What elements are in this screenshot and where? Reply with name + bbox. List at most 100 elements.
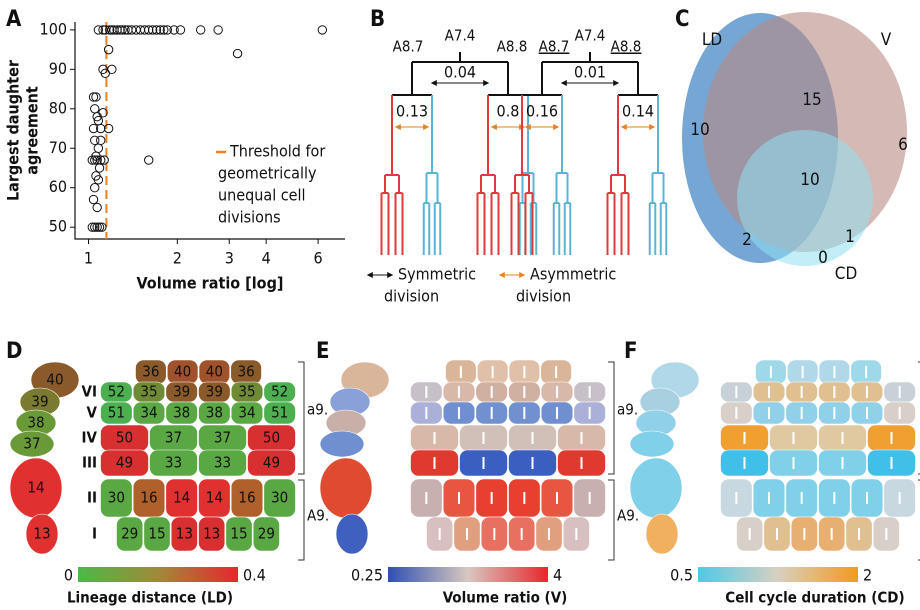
node-label: A7.4 (445, 27, 476, 45)
y-tick-label: 100 (40, 19, 67, 38)
cell (149, 449, 198, 477)
cell-label: 35 (238, 383, 255, 401)
legend-text: division (516, 287, 571, 306)
tree-top (541, 52, 639, 95)
row-label: I (92, 525, 97, 543)
cell (198, 401, 231, 425)
point (98, 108, 108, 118)
cell-label: 50 (263, 429, 280, 447)
cell-label: 38 (173, 404, 190, 422)
panel-label: D (6, 339, 22, 364)
node-label: A8.7 (393, 38, 424, 56)
point (103, 123, 114, 134)
cell-label: 51 (271, 404, 288, 422)
cell-label: 37 (165, 429, 182, 447)
panel-label: B (370, 7, 385, 32)
distance: 0.04 (444, 63, 476, 82)
scale-max: 4 (553, 566, 562, 585)
region-count: 10 (690, 120, 709, 140)
cell (143, 516, 171, 552)
scale-label: Lineage distance (LD) (67, 589, 233, 607)
point (213, 25, 223, 35)
cell-label: 13 (203, 525, 220, 543)
branch (652, 155, 664, 174)
cell-label: 14 (206, 489, 223, 507)
branch (660, 173, 667, 204)
x-tick-label: 3 (225, 249, 234, 268)
cell-label: 40 (46, 371, 63, 389)
point (96, 135, 106, 146)
branch (556, 155, 568, 174)
side-cell (629, 430, 675, 458)
point (100, 68, 110, 78)
point (91, 92, 101, 102)
branch (491, 175, 499, 194)
cell-label: 13 (176, 525, 193, 543)
point (195, 25, 206, 35)
point (162, 25, 173, 35)
point (94, 163, 105, 173)
scale-min: 0 (64, 566, 73, 585)
cell-label: 51 (108, 404, 125, 422)
node-label: A8.7 (539, 38, 570, 56)
region-count: 2 (742, 230, 752, 250)
point (90, 183, 100, 193)
side-cell (25, 513, 59, 555)
colorbar (78, 567, 238, 582)
cell-label: 29 (121, 525, 138, 543)
y-tick-label: 90 (49, 59, 67, 78)
distance: 0.01 (574, 63, 606, 82)
cell-label: 33 (165, 454, 182, 472)
tree-top (411, 52, 509, 95)
point (88, 123, 99, 134)
side-cell (629, 457, 683, 519)
cell-label: 35 (140, 383, 157, 401)
point (90, 104, 100, 114)
venn-cd (737, 130, 873, 266)
set-label: V (881, 30, 892, 50)
cell-label: 52 (108, 383, 125, 401)
point (169, 25, 179, 35)
region-count: 15 (802, 90, 821, 110)
cell-label: 16 (238, 489, 255, 507)
cell-label: 34 (140, 404, 157, 422)
cell (165, 401, 198, 425)
cell-label: 36 (142, 363, 159, 381)
branch (395, 175, 403, 194)
branch (553, 173, 560, 204)
panel-label: A (6, 7, 22, 32)
x-axis-label: Volume ratio [log] (137, 274, 284, 293)
branch (477, 175, 485, 194)
x-tick-label: 1 (84, 249, 93, 268)
bracket (298, 361, 305, 561)
point (93, 175, 104, 185)
scale-min: 0.25 (351, 566, 383, 585)
cell (100, 449, 149, 477)
cell (263, 478, 296, 518)
cell (170, 516, 198, 552)
branch (385, 145, 399, 176)
row-label: VI (82, 383, 97, 401)
point (90, 135, 100, 146)
point (144, 155, 154, 165)
cell-label: 50 (116, 429, 133, 447)
scale-max: 0.4 (243, 566, 266, 585)
side-cell (645, 513, 679, 555)
cell-label: 39 (31, 393, 48, 411)
side-cell (335, 513, 369, 555)
point (93, 25, 104, 35)
cell-label: 39 (173, 383, 190, 401)
branch (649, 173, 656, 204)
cell (198, 516, 226, 552)
scale-max: 2 (863, 566, 872, 585)
legend-text: Symmetric (398, 265, 476, 284)
point (151, 25, 162, 35)
set-label: CD (835, 264, 857, 284)
side-cell (319, 457, 373, 519)
branch (511, 175, 519, 194)
branch (621, 175, 629, 194)
y-tick-label: 70 (49, 138, 67, 157)
y-axis-label: agreement (23, 86, 42, 175)
